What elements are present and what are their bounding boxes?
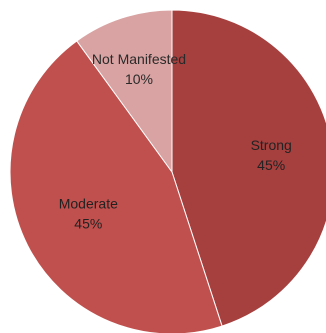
slice-value-not-manifested: 10% [125,71,153,87]
slice-labels: Strong 45% Moderate 45% Not Manifested 10% [59,51,292,231]
slice-label-moderate: Moderate [59,195,118,211]
slice-value-strong: 45% [257,157,285,173]
pie-slice-strong [171,9,326,327]
slice-label-strong: Strong [251,137,292,153]
slice-label-not-manifested: Not Manifested [92,51,186,67]
pie-slice-not-manifested [76,9,173,174]
slice-value-moderate: 45% [74,215,102,231]
pie-slice-moderate [9,40,223,333]
pie-slices [9,9,326,333]
